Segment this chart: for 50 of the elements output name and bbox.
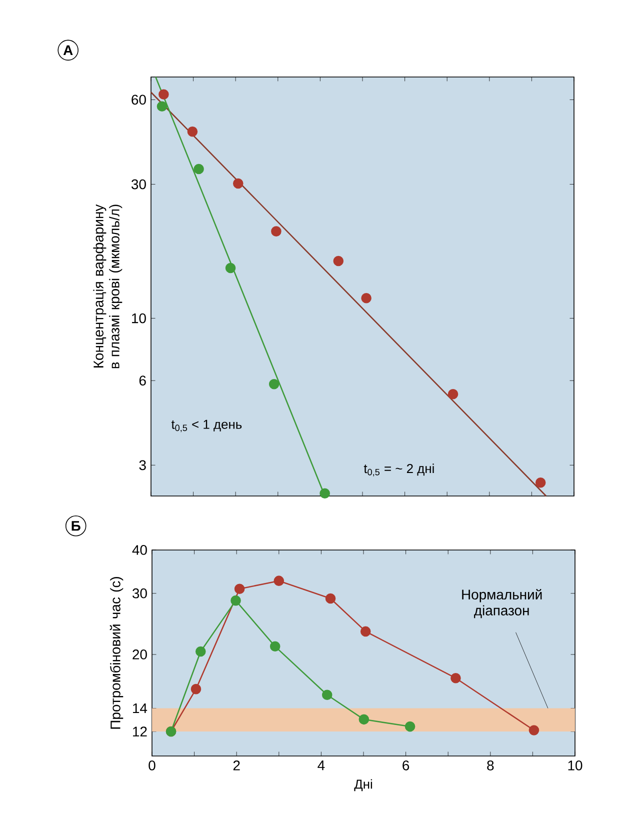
text: Б xyxy=(72,521,80,531)
x-tick-label: 0 xyxy=(148,760,156,770)
point xyxy=(194,164,204,174)
y-tick-label: 6 xyxy=(139,376,146,386)
y-tick-label: 30 xyxy=(132,588,147,598)
point xyxy=(325,593,336,604)
y-tick-label: 3 xyxy=(139,460,146,470)
point xyxy=(232,178,244,189)
point xyxy=(190,684,202,694)
point xyxy=(361,292,372,304)
point xyxy=(450,672,461,684)
point xyxy=(268,378,280,390)
point xyxy=(358,714,370,725)
band-label: Нормальний діапазон xyxy=(462,589,542,618)
point xyxy=(225,262,236,274)
point xyxy=(360,626,371,637)
point xyxy=(448,388,458,400)
point xyxy=(230,595,241,606)
y-tick-label: 12 xyxy=(133,726,147,736)
annotation: t$_{0,5}$ < 1 день xyxy=(171,420,242,432)
x-tick-label: 2 xyxy=(233,760,240,770)
y-axis-title: Протромбіновий час (с) xyxy=(110,577,124,729)
y-tick-label: 14 xyxy=(133,703,148,714)
annotation: t$_{0,5}$ = ~ 2 дні xyxy=(364,464,434,476)
text: A xyxy=(63,45,73,55)
y-tick-label: 10 xyxy=(132,313,146,324)
point xyxy=(271,226,282,236)
point xyxy=(333,256,344,266)
x-tick-label: 6 xyxy=(402,760,410,770)
point xyxy=(158,89,169,100)
point xyxy=(270,641,280,652)
point xyxy=(156,101,168,112)
y-tick-label: 20 xyxy=(132,650,147,660)
y-axis-title: Концентрація варфарину в плазмі крові (мкмоль/л) xyxy=(93,204,122,368)
point xyxy=(320,488,330,499)
y-tick-label: 60 xyxy=(132,94,146,105)
point xyxy=(187,126,198,137)
x-axis-title: Дні xyxy=(354,779,372,792)
point xyxy=(322,690,332,700)
y-tick-label: 30 xyxy=(132,179,146,190)
y-tick-label: 40 xyxy=(132,545,147,555)
point xyxy=(528,725,540,736)
point xyxy=(535,477,546,488)
point xyxy=(195,646,206,657)
point xyxy=(274,576,284,586)
point xyxy=(404,721,416,732)
point xyxy=(234,584,245,594)
x-tick-label: 4 xyxy=(318,760,325,770)
x-tick-label: 8 xyxy=(487,760,494,770)
x-tick-label: 10 xyxy=(568,760,582,770)
